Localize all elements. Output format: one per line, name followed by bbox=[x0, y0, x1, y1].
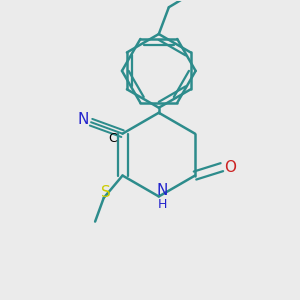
Text: C: C bbox=[108, 132, 117, 145]
Text: H: H bbox=[158, 198, 167, 211]
Text: S: S bbox=[100, 185, 110, 200]
Text: N: N bbox=[77, 112, 89, 127]
Text: N: N bbox=[157, 183, 168, 198]
Text: O: O bbox=[224, 160, 236, 175]
